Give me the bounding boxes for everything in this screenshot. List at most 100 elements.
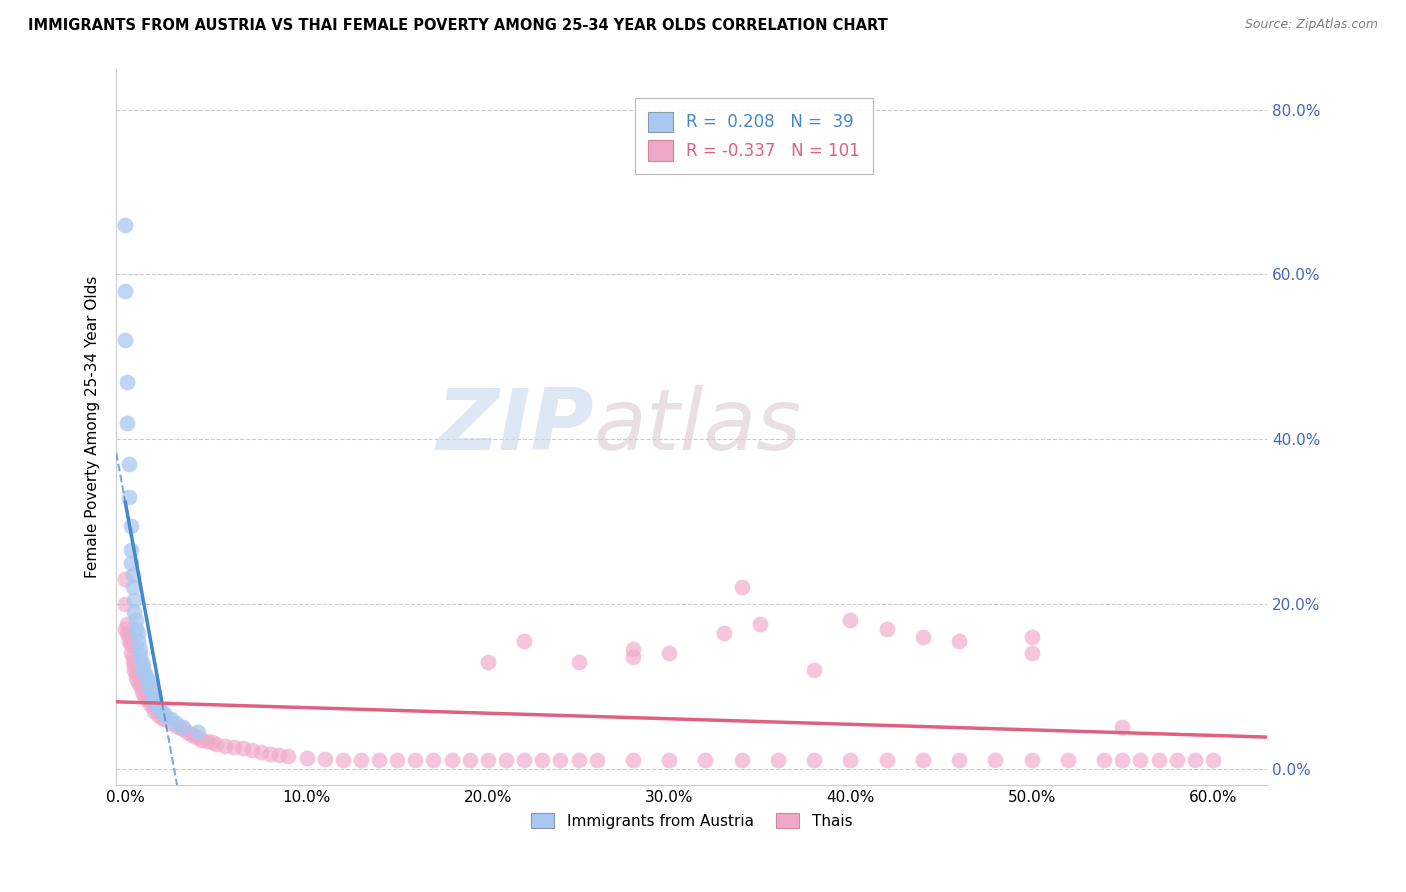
Point <box>114 622 136 636</box>
Point <box>132 688 155 702</box>
Point <box>115 375 138 389</box>
Point <box>120 638 142 652</box>
Point <box>695 753 717 767</box>
Point <box>658 646 681 660</box>
Point <box>165 716 187 731</box>
Point <box>120 543 142 558</box>
Point <box>477 753 499 767</box>
Point <box>205 737 228 751</box>
Point <box>876 753 898 767</box>
Point <box>128 642 150 657</box>
Point <box>121 650 143 665</box>
Point <box>134 666 156 681</box>
Point <box>295 751 318 765</box>
Point <box>121 655 143 669</box>
Point <box>621 650 644 665</box>
Point <box>250 745 273 759</box>
Point <box>131 655 153 669</box>
Point <box>187 731 209 745</box>
Point <box>766 753 789 767</box>
Point <box>180 727 202 741</box>
Point <box>567 655 589 669</box>
Point <box>159 716 181 731</box>
Point <box>839 613 862 627</box>
Y-axis label: Female Poverty Among 25-34 Year Olds: Female Poverty Among 25-34 Year Olds <box>86 276 100 578</box>
Point <box>948 634 970 648</box>
Point <box>1057 753 1080 767</box>
Point <box>190 732 212 747</box>
Point <box>143 704 166 718</box>
Point <box>839 753 862 767</box>
Point <box>127 675 149 690</box>
Point <box>477 655 499 669</box>
Point <box>269 748 291 763</box>
Point <box>145 698 167 712</box>
Point <box>513 753 536 767</box>
Point <box>118 634 141 648</box>
Point <box>201 735 224 749</box>
Point <box>115 625 138 640</box>
Point <box>1166 753 1188 767</box>
Point <box>513 634 536 648</box>
Point <box>125 671 148 685</box>
Point <box>141 699 163 714</box>
Point <box>748 617 770 632</box>
Point <box>1129 753 1152 767</box>
Point <box>1021 646 1043 660</box>
Point <box>176 724 198 739</box>
Point <box>146 700 169 714</box>
Point <box>132 658 155 673</box>
Point <box>139 683 162 698</box>
Point <box>150 704 173 718</box>
Point <box>621 642 644 657</box>
Point <box>730 581 752 595</box>
Point <box>134 689 156 703</box>
Point <box>621 753 644 767</box>
Point <box>1021 630 1043 644</box>
Point <box>118 630 141 644</box>
Point <box>128 648 150 662</box>
Point <box>143 694 166 708</box>
Point <box>458 753 481 767</box>
Point <box>495 753 517 767</box>
Point <box>803 663 825 677</box>
Point <box>131 683 153 698</box>
Point <box>1111 721 1133 735</box>
Point <box>232 741 254 756</box>
Point <box>187 724 209 739</box>
Point <box>114 218 136 232</box>
Point <box>387 753 409 767</box>
Point <box>138 696 160 710</box>
Point <box>1092 753 1115 767</box>
Point <box>911 753 934 767</box>
Point <box>440 753 463 767</box>
Text: Source: ZipAtlas.com: Source: ZipAtlas.com <box>1244 18 1378 31</box>
Point <box>124 592 146 607</box>
Point <box>314 752 336 766</box>
Point <box>550 753 572 767</box>
Point <box>195 734 218 748</box>
Point <box>404 753 426 767</box>
Point <box>876 622 898 636</box>
Point <box>118 457 141 471</box>
Text: IMMIGRANTS FROM AUSTRIA VS THAI FEMALE POVERTY AMONG 25-34 YEAR OLDS CORRELATION: IMMIGRANTS FROM AUSTRIA VS THAI FEMALE P… <box>28 18 887 33</box>
Point <box>114 284 136 298</box>
Point <box>136 691 159 706</box>
Point <box>713 625 735 640</box>
Legend: Immigrants from Austria, Thais: Immigrants from Austria, Thais <box>526 806 858 835</box>
Point <box>115 617 138 632</box>
Point <box>115 416 138 430</box>
Point <box>259 747 281 761</box>
Point <box>277 749 299 764</box>
Point <box>146 708 169 723</box>
Point <box>1111 753 1133 767</box>
Point <box>120 518 142 533</box>
Point <box>141 688 163 702</box>
Point <box>124 605 146 619</box>
Text: ZIP: ZIP <box>436 385 593 468</box>
Point <box>183 729 205 743</box>
Point <box>172 722 194 736</box>
Point <box>124 663 146 677</box>
Point <box>658 753 681 767</box>
Point <box>120 556 142 570</box>
